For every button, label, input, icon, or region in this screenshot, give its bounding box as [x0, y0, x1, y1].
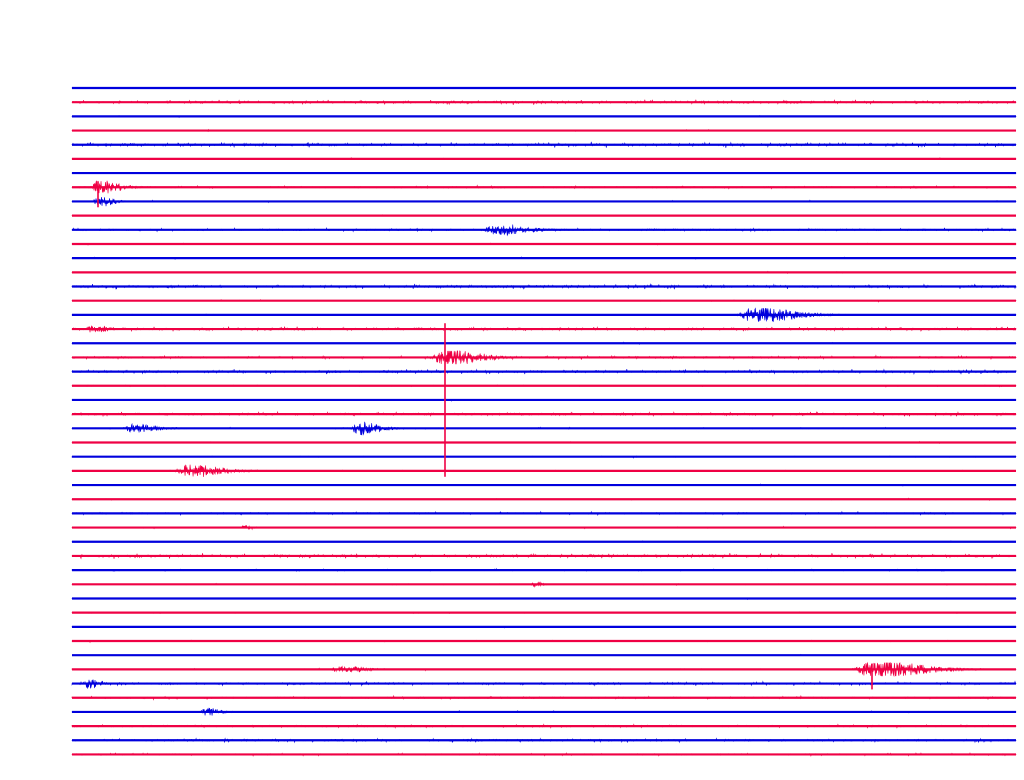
trace-row-1300: [71, 455, 1017, 459]
trace-row-1730: [71, 581, 1017, 588]
trace-row-1200: [71, 421, 1017, 436]
trace-row-1600: [71, 540, 1017, 543]
trace-row-2230: [71, 723, 1017, 729]
trace-row-0500: [71, 224, 1017, 237]
trace-row-1630: [71, 552, 1017, 560]
trace-row-0900: [71, 341, 1017, 345]
trace-row-1130: [71, 410, 1017, 418]
trace-row-1800: [71, 597, 1017, 601]
trace-row-1530: [71, 525, 1017, 531]
trace-row-2000: [71, 653, 1017, 657]
trace-row-2100: [71, 679, 1017, 689]
trace-row-0200: [71, 141, 1017, 148]
trace-row-1900: [71, 625, 1017, 629]
trace-row-1700: [71, 567, 1017, 573]
trace-row-1230: [71, 440, 1017, 444]
trace-row-0530: [71, 242, 1017, 246]
trace-row-0100: [71, 115, 1017, 119]
trace-row-0130: [71, 128, 1017, 133]
trace-row-0430: [71, 214, 1017, 217]
trace-row-1830: [71, 611, 1017, 615]
trace-row-1430: [71, 497, 1017, 501]
trace-row-0230: [71, 156, 1017, 161]
trace-row-0600: [71, 256, 1017, 261]
trace-row-2130: [71, 694, 1017, 701]
trace-row-0630: [71, 270, 1017, 275]
trace-row-1000: [71, 368, 1017, 376]
trace-row-1030: [71, 384, 1017, 388]
trace-row-1500: [71, 510, 1017, 517]
trace-row-1100: [71, 398, 1017, 402]
trace-row-1930: [71, 639, 1017, 644]
trace-row-2030: [71, 661, 1017, 677]
trace-row-0330: [71, 180, 1017, 194]
trace-row-2330: [71, 752, 1017, 757]
trace-row-1400: [72, 483, 1017, 487]
trace-row-0830: [71, 325, 1017, 333]
trace-row-2200: [71, 707, 1017, 716]
trace-row-0400: [71, 197, 1017, 207]
trace-row-0730: [71, 298, 1017, 303]
trace-row-2300: [71, 737, 1017, 744]
trace-row-0800: [71, 307, 1017, 323]
trace-row-0700: [71, 283, 1017, 290]
trace-row-0000: [71, 86, 1017, 90]
trace-row-0930: [71, 350, 1017, 365]
trace-row-1330: [71, 464, 1017, 477]
trace-row-0300: [71, 171, 1017, 175]
trace-row-0030: [71, 99, 1017, 106]
